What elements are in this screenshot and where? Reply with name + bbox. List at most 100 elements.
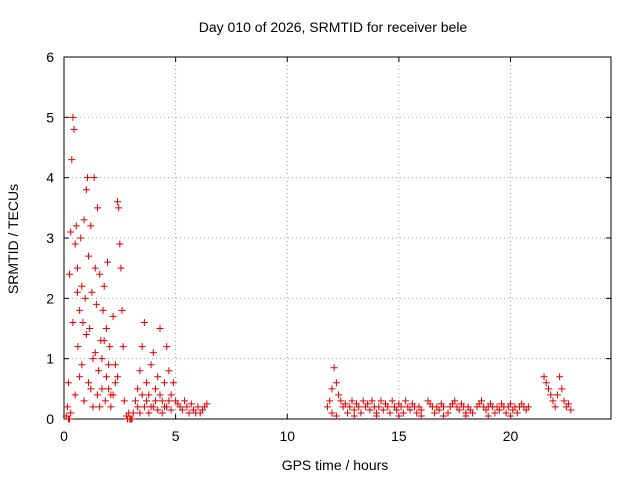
data-point	[111, 361, 119, 369]
data-point	[99, 306, 107, 314]
data-point	[350, 406, 358, 414]
data-point	[73, 288, 81, 296]
data-point	[140, 318, 148, 326]
data-point	[478, 397, 486, 405]
data-point	[80, 397, 88, 405]
data-point	[105, 361, 113, 369]
data-point	[495, 406, 503, 414]
data-point	[131, 397, 139, 405]
data-point	[203, 400, 211, 408]
data-point	[359, 397, 367, 405]
data-point	[117, 264, 125, 272]
data-point	[118, 306, 126, 314]
data-point	[167, 391, 175, 399]
data-point	[507, 412, 515, 420]
data-point	[136, 367, 144, 375]
data-point	[80, 216, 88, 224]
data-point	[149, 403, 157, 411]
data-point	[109, 312, 117, 320]
x-tick-label: 0	[60, 428, 68, 444]
data-point	[102, 325, 110, 332]
data-point	[350, 412, 358, 420]
data-point	[93, 391, 101, 399]
data-point	[440, 403, 448, 411]
data-point	[89, 403, 97, 411]
data-point	[377, 397, 385, 405]
data-point	[368, 397, 376, 405]
data-point	[160, 379, 168, 387]
data-point	[73, 264, 81, 272]
data-point	[455, 406, 463, 414]
y-tick-label: 1	[46, 351, 54, 367]
data-point	[106, 343, 114, 351]
data-point	[111, 379, 119, 387]
data-point	[136, 409, 144, 417]
data-point	[165, 397, 173, 405]
data-point	[138, 343, 146, 351]
y-tick-label: 0	[46, 411, 54, 427]
data-point	[96, 270, 104, 278]
y-axis-title: SRMTID / TECUs	[5, 184, 21, 294]
data-point	[332, 379, 340, 387]
data-point	[178, 406, 186, 414]
data-point	[143, 379, 151, 387]
data-point	[565, 400, 573, 408]
data-point	[88, 288, 96, 296]
data-point	[402, 397, 410, 405]
data-point	[63, 403, 71, 411]
data-point	[91, 264, 99, 272]
y-tick-label: 4	[46, 170, 54, 186]
data-point	[149, 349, 157, 357]
data-point	[134, 403, 142, 411]
data-point	[87, 222, 95, 230]
data-point	[384, 403, 392, 411]
data-point	[71, 240, 79, 248]
data-point	[77, 234, 85, 242]
data-point	[435, 406, 443, 414]
data-point	[147, 361, 155, 369]
data-point	[393, 406, 401, 414]
data-point	[70, 125, 78, 133]
data-point	[98, 355, 106, 363]
data-point	[551, 403, 559, 411]
data-point	[560, 397, 568, 405]
data-point	[115, 204, 123, 212]
data-point	[74, 343, 82, 351]
data-point	[181, 397, 189, 405]
data-point	[507, 400, 515, 408]
data-point	[76, 373, 84, 381]
data-point	[323, 403, 331, 411]
data-point	[67, 409, 75, 417]
data-point	[513, 409, 521, 417]
data-point	[524, 403, 532, 411]
data-point	[344, 409, 352, 417]
x-tick-label: 10	[279, 428, 295, 444]
data-point	[154, 406, 162, 414]
data-point	[337, 397, 345, 405]
data-point	[78, 282, 86, 290]
data-point	[444, 409, 452, 417]
y-tick-label: 2	[46, 290, 54, 306]
data-point	[375, 403, 383, 411]
data-point	[553, 391, 561, 399]
data-point	[134, 385, 142, 393]
data-point	[183, 403, 191, 411]
data-point	[64, 379, 72, 387]
data-point	[406, 406, 414, 414]
data-point	[72, 222, 80, 230]
data-point	[78, 361, 86, 369]
data-point	[69, 318, 77, 326]
data-point	[417, 412, 425, 420]
y-tick-label: 5	[46, 109, 54, 125]
data-point	[143, 397, 151, 405]
data-point	[348, 397, 356, 405]
data-point	[540, 373, 548, 381]
data-point	[93, 204, 101, 212]
data-point	[165, 367, 173, 375]
x-tick-label: 5	[172, 428, 180, 444]
data-point	[335, 391, 343, 399]
data-point	[66, 415, 74, 423]
x-axis-title: GPS time / hours	[282, 457, 389, 473]
y-tick-label: 3	[46, 230, 54, 246]
data-point	[119, 343, 127, 351]
